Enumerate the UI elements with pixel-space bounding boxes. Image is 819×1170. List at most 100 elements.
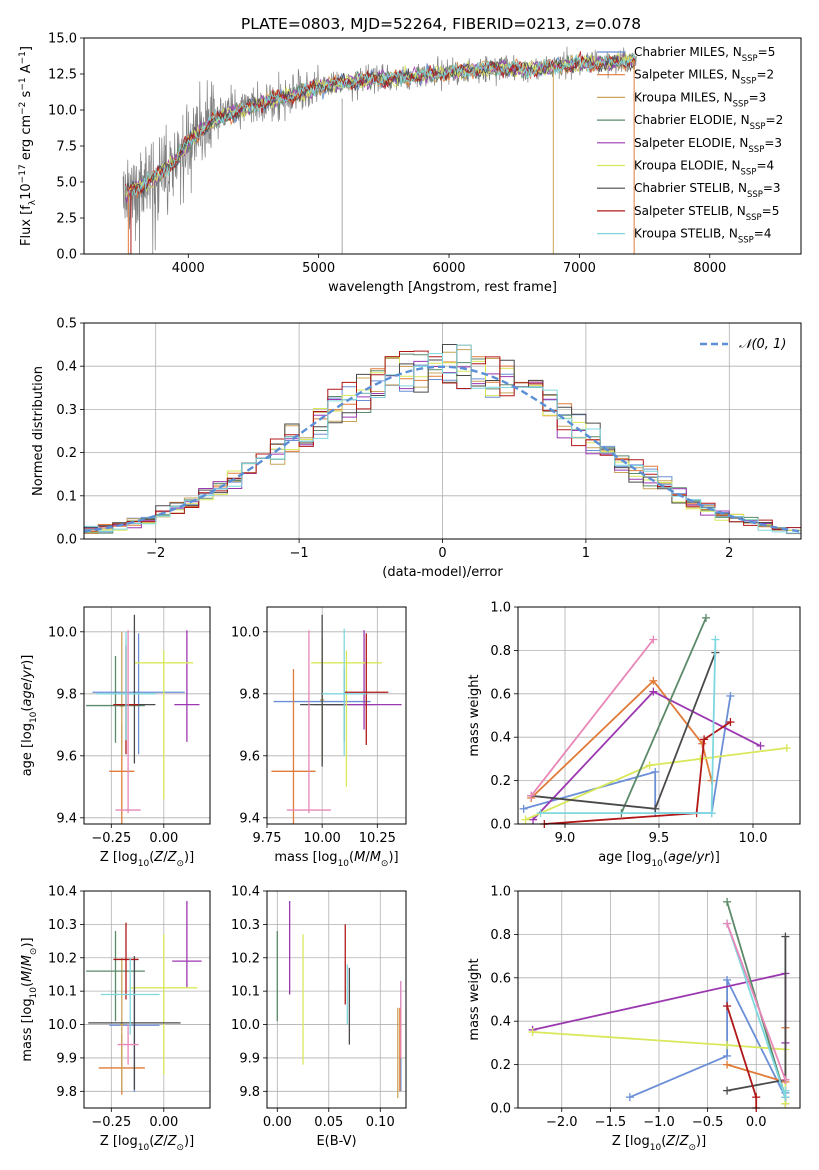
x-tick-label: −0.25 bbox=[91, 1115, 131, 1130]
y-tick-label: 12.5 bbox=[48, 68, 77, 83]
weight-series-line bbox=[530, 679, 713, 799]
y-tick-label: 10.0 bbox=[48, 625, 77, 640]
errorbar-point bbox=[134, 650, 194, 800]
plot-frame bbox=[517, 606, 801, 825]
legend-entry: Salpeter STELIB, NSSP=5 bbox=[634, 204, 779, 223]
weight-point-marker bbox=[723, 1060, 732, 1069]
y-tick-label: 10.0 bbox=[231, 625, 260, 640]
y-tick-label: 5.0 bbox=[56, 176, 77, 191]
normal-curve bbox=[84, 365, 801, 533]
x-tick-label: 0.0 bbox=[746, 1115, 767, 1130]
weight-point-marker bbox=[781, 1086, 790, 1095]
legend-entry: Kroupa ELODIE, NSSP=4 bbox=[634, 159, 774, 178]
y-tick-label: 10.0 bbox=[48, 104, 77, 119]
errorbar-point bbox=[117, 1024, 139, 1065]
y-tick-label: 0.3 bbox=[56, 403, 77, 418]
y-tick-label: 9.8 bbox=[56, 1085, 77, 1100]
x-tick-label: 2 bbox=[725, 546, 733, 561]
y-tick-label: 9.8 bbox=[239, 1085, 260, 1100]
x-tick-label: 10.0 bbox=[739, 831, 768, 846]
weight-point-marker bbox=[702, 613, 710, 622]
y-tick-label: 9.9 bbox=[56, 1051, 77, 1066]
x-tick-label: −1 bbox=[290, 546, 309, 561]
plot-frame bbox=[266, 606, 407, 825]
x-tick-label: 0.00 bbox=[263, 1115, 292, 1130]
errorbar-point bbox=[86, 655, 145, 743]
y-axis-label: age [log10(age/yr)] bbox=[20, 655, 39, 777]
weight-point-marker bbox=[723, 1051, 732, 1060]
weight-point-marker bbox=[726, 691, 735, 700]
y-tick-label: 10.1 bbox=[48, 985, 77, 1000]
y-tick-label: 7.5 bbox=[56, 140, 77, 155]
residual-histogram-panel: 0.0 0.1 0.2 0.3 0.4 0.5 −2 −1 0 1 2 𝒩(0, 1) (data-mo… bbox=[31, 317, 802, 580]
weight-point-marker bbox=[698, 739, 707, 748]
spectrum-legend: Chabrier MILES, NSSP=5 Salpeter MILES, NS… bbox=[597, 45, 783, 246]
weight-point-marker bbox=[651, 804, 660, 813]
x-tick-label: 0.00 bbox=[149, 831, 178, 846]
figure-title: PLATE=0803, MJD=52264, FIBERID=0213, z=0… bbox=[241, 15, 641, 33]
y-tick-label: 10.1 bbox=[231, 985, 260, 1000]
y-tick-label: 0.4 bbox=[56, 360, 77, 375]
y-tick-label: 0.6 bbox=[490, 971, 511, 986]
weight-point-marker bbox=[723, 1041, 732, 1050]
weight-point-marker bbox=[528, 1028, 537, 1037]
errorbar-plot-area bbox=[276, 901, 402, 1098]
errorbar-point bbox=[172, 901, 202, 988]
weight-point-marker bbox=[527, 791, 536, 800]
mass-weight-vs-metallicity-panel: 0.0 0.2 0.4 0.6 0.8 1.0 −2.0 −1.5 −1.0 −0.5 0.0 Z [… bbox=[467, 885, 801, 1153]
x-tick-label: 0.00 bbox=[149, 1115, 178, 1130]
x-tick-label: 4000 bbox=[172, 261, 205, 276]
y-tick-label: 10.2 bbox=[231, 951, 260, 966]
errorbar-point bbox=[174, 630, 200, 742]
y-tick-label: 0.0 bbox=[490, 818, 511, 833]
weight-point-marker bbox=[711, 635, 720, 644]
x-tick-label: 9.0 bbox=[555, 831, 576, 846]
weight-point-marker bbox=[723, 897, 732, 906]
x-tick-label: 5000 bbox=[302, 261, 335, 276]
weight-point-marker bbox=[723, 975, 732, 984]
weight-point-marker bbox=[726, 718, 735, 727]
histogram-series bbox=[84, 344, 801, 534]
y-tick-label: 0.8 bbox=[490, 928, 511, 943]
errorbar-point bbox=[113, 614, 156, 764]
x-tick-label: 0.05 bbox=[314, 1115, 343, 1130]
legend-entry: Kroupa STELIB, NSSP=4 bbox=[634, 227, 772, 246]
x-tick-label: 9.75 bbox=[253, 831, 282, 846]
weight-series-line bbox=[726, 923, 787, 1081]
y-tick-label: 0.0 bbox=[56, 533, 77, 548]
legend-entry: Salpeter MILES, NSSP=2 bbox=[634, 68, 774, 87]
errorbar-point bbox=[100, 957, 160, 1035]
y-tick-label: 15.0 bbox=[48, 32, 77, 47]
x-tick-label: 6000 bbox=[432, 261, 465, 276]
weight-plot-area bbox=[528, 897, 790, 1112]
y-tick-label: 1.0 bbox=[490, 601, 511, 616]
legend-entry: Kroupa MILES, NSSP=3 bbox=[634, 90, 766, 109]
y-tick-label: 10.0 bbox=[231, 1018, 260, 1033]
x-tick-label: −0.25 bbox=[91, 831, 131, 846]
weight-point-marker bbox=[756, 741, 765, 750]
y-tick-label: 9.6 bbox=[56, 749, 77, 764]
weight-point-marker bbox=[645, 761, 654, 770]
x-tick-label: 1 bbox=[582, 546, 590, 561]
weight-point-marker bbox=[782, 744, 791, 753]
weight-point-marker bbox=[649, 676, 658, 685]
errorbar-point bbox=[119, 957, 124, 1092]
y-tick-label: 1.0 bbox=[490, 885, 511, 900]
weight-point-marker bbox=[723, 919, 732, 928]
mass-weight-vs-age-panel: 0.0 0.2 0.4 0.6 0.8 1.0 9.0 9.5 10.0 age [log10(a… bbox=[467, 601, 801, 869]
y-axis-label: Flux [fλ10−17 erg cm−2 s−1 A−1] bbox=[18, 46, 38, 246]
spectrum-plot-area bbox=[122, 46, 637, 254]
spectrum-panel: 0.0 2.5 5.0 7.5 10.0 12.5 15.0 4000 5000 6000 7000… bbox=[18, 32, 802, 295]
errorbar-point bbox=[286, 630, 331, 814]
x-tick-label: 10.25 bbox=[359, 831, 396, 846]
weight-point-marker bbox=[707, 809, 716, 818]
x-axis-label: Z [log10(Z/Z⊙)] bbox=[612, 1134, 706, 1153]
y-tick-label: 9.6 bbox=[239, 749, 260, 764]
x-tick-label: 8000 bbox=[693, 261, 726, 276]
errorbar-point bbox=[311, 650, 382, 787]
weight-series-line bbox=[530, 638, 655, 797]
legend-entry: Salpeter ELODIE, NSSP=3 bbox=[634, 136, 782, 155]
x-tick-label: −2.0 bbox=[546, 1115, 578, 1130]
plot-frame bbox=[83, 606, 211, 825]
y-axis-label: mass [log10(M/M⊙)] bbox=[20, 937, 39, 1061]
